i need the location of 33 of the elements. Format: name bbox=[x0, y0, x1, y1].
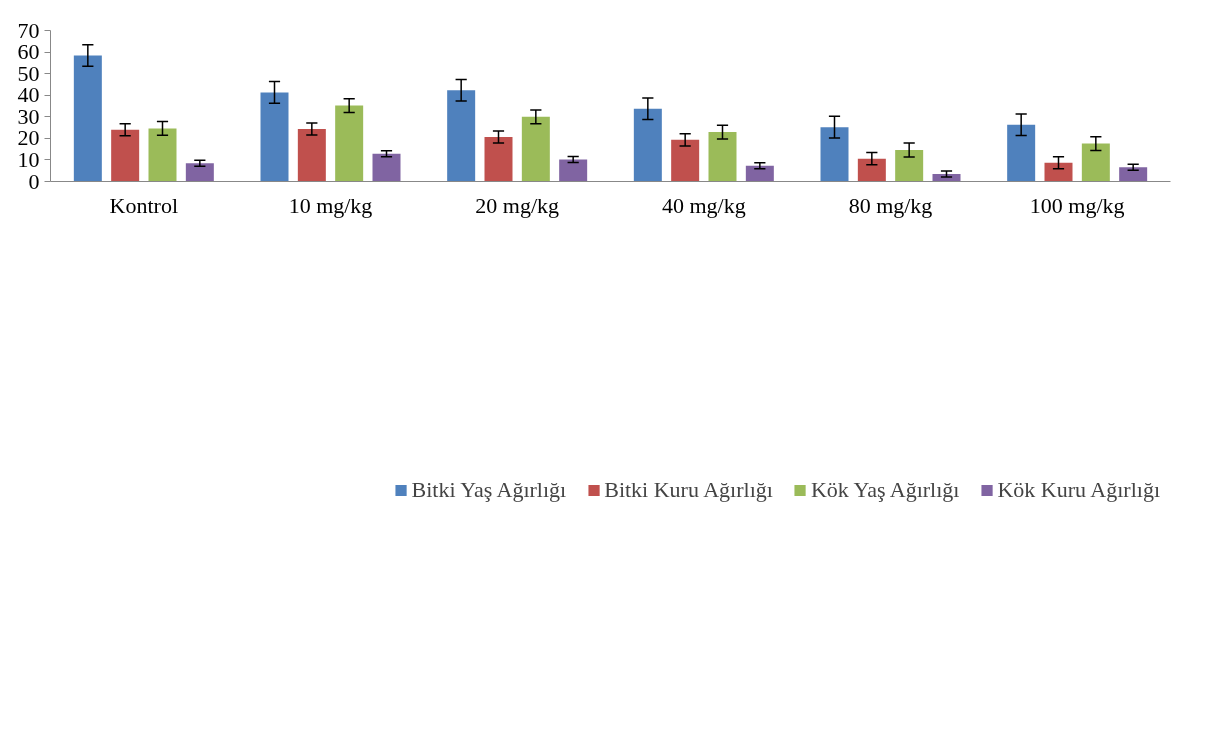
bar bbox=[1081, 143, 1110, 182]
x-tick-label: 10 mg/kg bbox=[288, 192, 373, 218]
bar bbox=[521, 116, 550, 182]
legend-label: Kök Yaş Ağırlığı bbox=[810, 477, 960, 503]
bar bbox=[148, 128, 177, 182]
x-tick-label: Kontrol bbox=[109, 192, 179, 218]
legend-label: Bitki Yaş Ağırlığı bbox=[411, 477, 567, 503]
bar bbox=[73, 55, 102, 182]
x-tick-label: 20 mg/kg bbox=[475, 192, 560, 218]
bar bbox=[484, 137, 513, 182]
bar bbox=[297, 129, 326, 182]
bar bbox=[260, 92, 289, 182]
bar bbox=[895, 150, 924, 182]
bar bbox=[1044, 162, 1073, 182]
bar bbox=[745, 165, 774, 182]
bar bbox=[447, 90, 476, 182]
legend-label: Kök Kuru Ağırlığı bbox=[997, 477, 1160, 503]
bar bbox=[111, 129, 140, 182]
bar bbox=[1007, 124, 1036, 182]
bar bbox=[633, 108, 662, 182]
bar bbox=[708, 132, 737, 182]
bar bbox=[185, 163, 214, 182]
bar bbox=[671, 139, 700, 182]
bar bbox=[857, 158, 886, 182]
bar bbox=[335, 105, 364, 182]
bar bbox=[1119, 167, 1148, 182]
legend-label: Bitki Kuru Ağırlığı bbox=[604, 477, 773, 503]
bar bbox=[559, 159, 588, 182]
x-tick-label: 40 mg/kg bbox=[661, 192, 746, 218]
bar bbox=[820, 127, 849, 182]
bar bbox=[372, 153, 401, 182]
x-tick-label: 100 mg/kg bbox=[1029, 192, 1125, 218]
x-tick-label: 80 mg/kg bbox=[848, 192, 933, 218]
